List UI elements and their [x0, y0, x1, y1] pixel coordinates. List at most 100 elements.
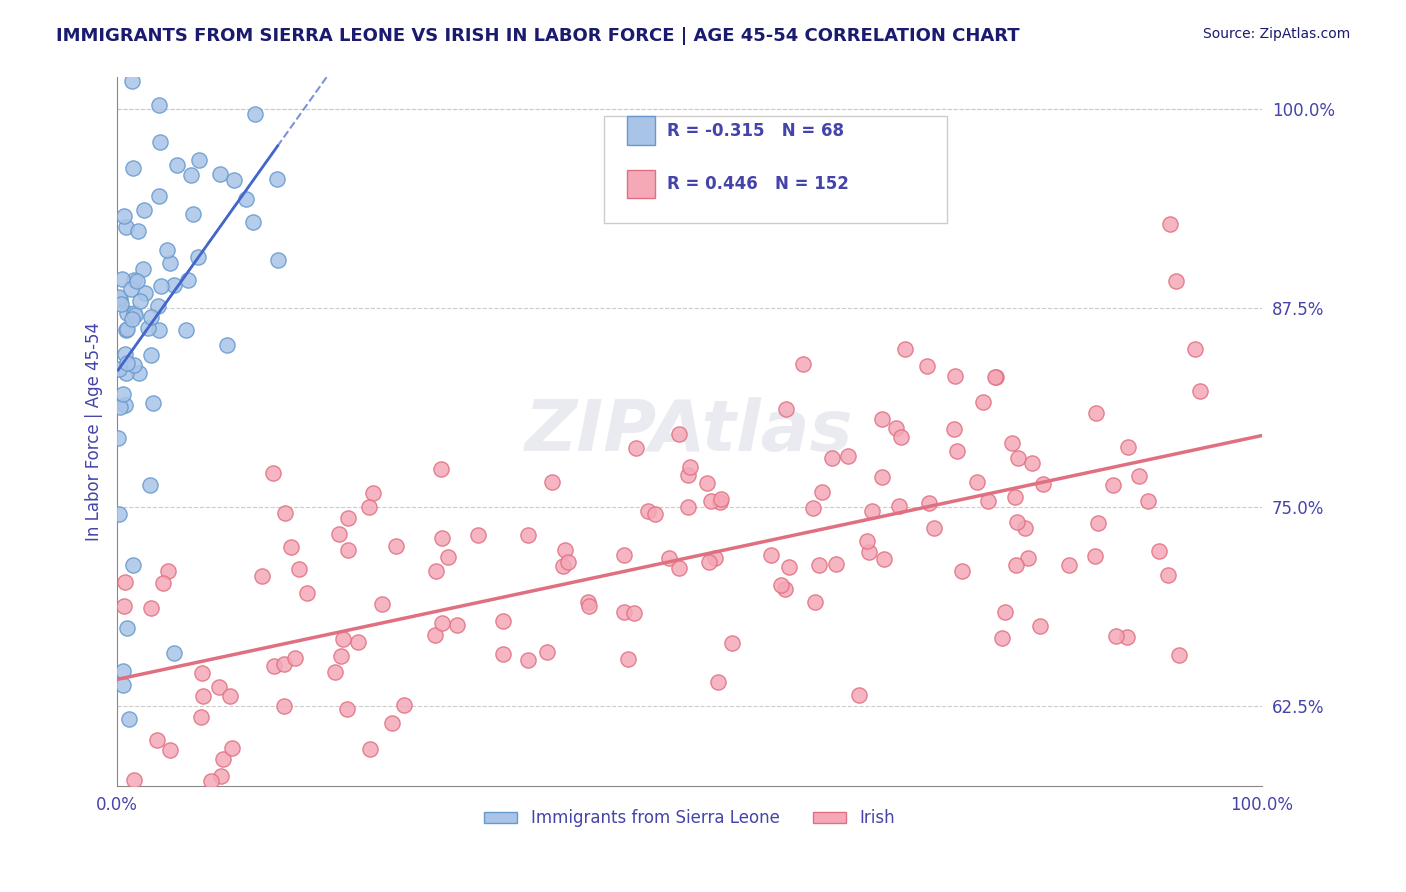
Irish: [873, 552, 896, 566]
Immigrants from Sierra Leone: [128, 294, 150, 309]
Immigrants from Sierra Leone: [127, 224, 149, 238]
Immigrants from Sierra Leone: [115, 323, 138, 337]
Irish: [200, 774, 222, 789]
Irish: [141, 601, 163, 615]
Immigrants from Sierra Leone: [107, 431, 129, 445]
Immigrants from Sierra Leone: [266, 253, 288, 268]
Irish: [637, 504, 659, 518]
Immigrants from Sierra Leone: [111, 665, 134, 679]
Irish: [1128, 468, 1150, 483]
Irish: [668, 561, 690, 575]
Irish: [658, 551, 681, 566]
Immigrants from Sierra Leone: [115, 356, 138, 370]
Irish: [273, 699, 295, 714]
Irish: [984, 370, 1007, 384]
Irish: [624, 441, 647, 455]
Irish: [946, 444, 969, 458]
Irish: [211, 752, 233, 766]
Irish: [1004, 490, 1026, 504]
Irish: [696, 476, 718, 491]
Irish: [858, 545, 880, 559]
Immigrants from Sierra Leone: [110, 401, 132, 415]
Irish: [943, 422, 966, 436]
Irish: [430, 615, 453, 630]
Irish: [870, 470, 893, 484]
Irish: [394, 698, 416, 712]
Irish: [773, 582, 796, 597]
Irish: [284, 651, 307, 665]
Irish: [860, 504, 883, 518]
Irish: [977, 494, 1000, 508]
Irish: [613, 605, 636, 619]
Irish: [676, 468, 699, 483]
Irish: [1136, 494, 1159, 508]
Text: R = 0.446   N = 152: R = 0.446 N = 152: [666, 175, 849, 193]
Irish: [159, 743, 181, 757]
Irish: [1168, 648, 1191, 662]
Immigrants from Sierra Leone: [266, 172, 288, 186]
Irish: [707, 675, 730, 690]
Immigrants from Sierra Leone: [124, 306, 146, 320]
Irish: [856, 534, 879, 549]
Irish: [423, 628, 446, 642]
Immigrants from Sierra Leone: [217, 337, 239, 351]
Irish: [617, 652, 640, 666]
Irish: [1116, 630, 1139, 644]
Irish: [1057, 558, 1080, 572]
Irish: [191, 689, 214, 703]
Irish: [332, 632, 354, 646]
Irish: [612, 549, 634, 563]
Immigrants from Sierra Leone: [117, 306, 139, 320]
Irish: [679, 459, 702, 474]
Irish: [990, 631, 1012, 645]
Immigrants from Sierra Leone: [112, 678, 135, 692]
Irish: [190, 789, 212, 803]
Irish: [1087, 516, 1109, 531]
Irish: [676, 500, 699, 515]
Immigrants from Sierra Leone: [148, 323, 170, 337]
Irish: [361, 803, 384, 817]
Irish: [492, 614, 515, 628]
Irish: [821, 451, 844, 466]
Irish: [295, 586, 318, 600]
Irish: [1014, 521, 1036, 535]
Irish: [263, 658, 285, 673]
Immigrants from Sierra Leone: [115, 322, 138, 336]
Immigrants from Sierra Leone: [127, 274, 149, 288]
Irish: [966, 475, 988, 489]
Irish: [1157, 568, 1180, 582]
Immigrants from Sierra Leone: [141, 348, 163, 362]
Immigrants from Sierra Leone: [134, 285, 156, 300]
Immigrants from Sierra Leone: [108, 290, 131, 304]
Irish: [1032, 477, 1054, 491]
Irish: [1102, 478, 1125, 492]
Immigrants from Sierra Leone: [111, 272, 134, 286]
Irish: [775, 401, 797, 416]
Irish: [703, 551, 725, 566]
Irish: [848, 688, 870, 702]
Irish: [250, 569, 273, 583]
Irish: [325, 665, 347, 679]
Irish: [918, 496, 941, 510]
Irish: [385, 539, 408, 553]
Irish: [208, 680, 231, 694]
Immigrants from Sierra Leone: [139, 310, 162, 324]
Irish: [770, 578, 793, 592]
Immigrants from Sierra Leone: [122, 272, 145, 286]
Immigrants from Sierra Leone: [132, 261, 155, 276]
Irish: [446, 618, 468, 632]
Irish: [890, 429, 912, 443]
Irish: [516, 528, 538, 542]
Irish: [1159, 218, 1181, 232]
Irish: [114, 575, 136, 590]
Irish: [578, 599, 600, 613]
Immigrants from Sierra Leone: [149, 279, 172, 293]
Legend: Immigrants from Sierra Leone, Irish: Immigrants from Sierra Leone, Irish: [478, 803, 901, 834]
Irish: [540, 475, 562, 489]
Irish: [280, 540, 302, 554]
Irish: [700, 493, 723, 508]
Irish: [359, 500, 381, 515]
Irish: [124, 773, 146, 788]
Irish: [336, 542, 359, 557]
Irish: [329, 648, 352, 663]
